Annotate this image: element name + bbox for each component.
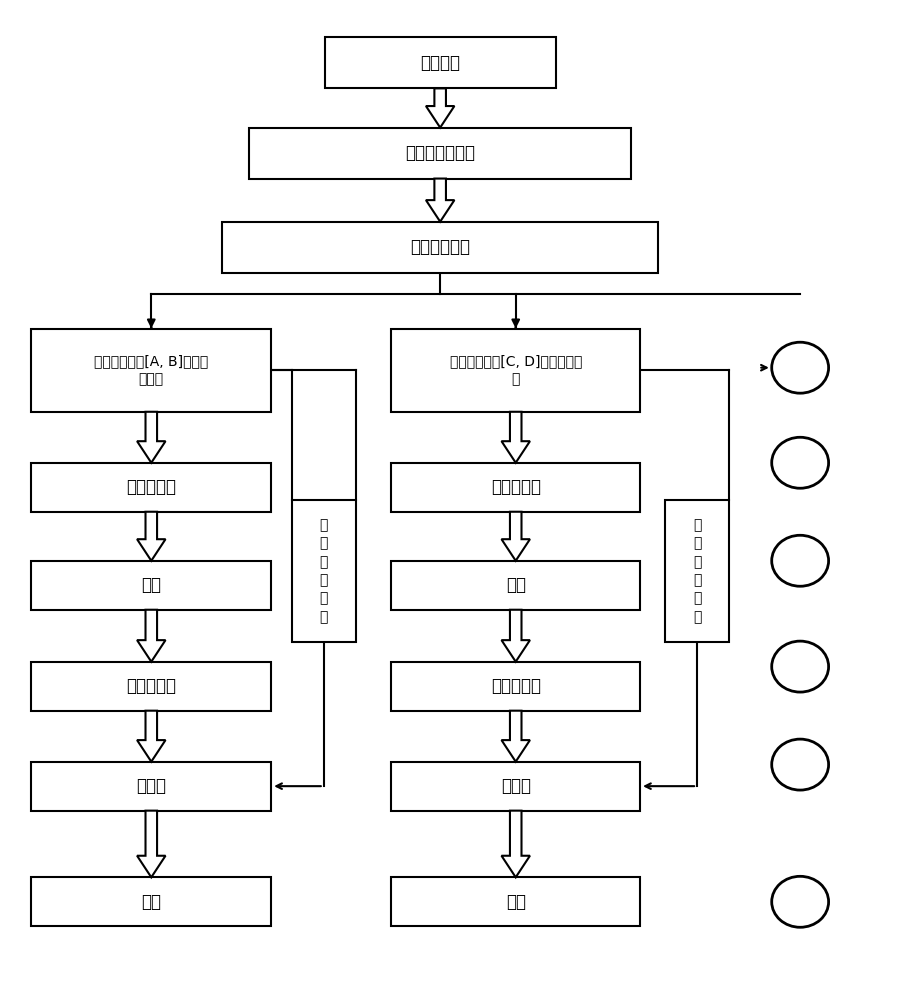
Bar (31, 561, 271, 610)
Bar (391, 877, 640, 926)
Bar (391, 662, 640, 711)
Ellipse shape (772, 739, 829, 790)
Text: 数据采集: 数据采集 (420, 54, 460, 72)
Ellipse shape (772, 535, 829, 586)
Text: 数
据
代
入
检
测: 数 据 代 入 检 测 (319, 518, 328, 624)
Text: 属于功率区间[A, B]内风力
发电机: 属于功率区间[A, B]内风力 发电机 (94, 354, 209, 386)
Bar (391, 762, 640, 811)
Text: 优良个体群: 优良个体群 (491, 677, 541, 695)
Polygon shape (137, 711, 165, 762)
Text: 数
据
代
入
检
测: 数 据 代 入 检 测 (693, 518, 701, 624)
Text: 优良个体群: 优良个体群 (126, 677, 176, 695)
Bar (31, 463, 271, 512)
Ellipse shape (772, 342, 829, 393)
Polygon shape (137, 412, 165, 463)
Bar (31, 662, 271, 711)
Polygon shape (502, 412, 530, 463)
Bar (391, 561, 640, 610)
Ellipse shape (772, 641, 829, 692)
Bar (292, 500, 356, 642)
Bar (325, 37, 556, 88)
Text: 预警: 预警 (141, 893, 161, 911)
Polygon shape (502, 711, 530, 762)
Ellipse shape (772, 437, 829, 488)
Text: 警戒线: 警戒线 (501, 777, 531, 795)
Bar (391, 463, 640, 512)
Bar (31, 762, 271, 811)
Polygon shape (426, 88, 454, 128)
Bar (31, 877, 271, 926)
Polygon shape (426, 179, 454, 222)
Text: 选择: 选择 (141, 576, 161, 594)
Bar (222, 222, 658, 273)
Text: 按照功率聚类: 按照功率聚类 (410, 238, 470, 256)
Bar (31, 329, 271, 412)
Text: 警戒线: 警戒线 (136, 777, 166, 795)
Bar (391, 329, 640, 412)
Ellipse shape (772, 876, 829, 927)
Polygon shape (502, 610, 530, 662)
Text: 属于功率区间[C, D]内风力发电
机: 属于功率区间[C, D]内风力发电 机 (450, 354, 582, 386)
Text: 选择: 选择 (506, 576, 526, 594)
Text: 计算适应度: 计算适应度 (126, 478, 176, 496)
Bar (249, 128, 631, 179)
Polygon shape (137, 610, 165, 662)
Text: 计算适应度: 计算适应度 (491, 478, 541, 496)
Polygon shape (502, 512, 530, 561)
Polygon shape (502, 811, 530, 877)
Bar (665, 500, 729, 642)
Text: 数据筛选及计算: 数据筛选及计算 (405, 144, 475, 162)
Polygon shape (137, 512, 165, 561)
Text: 预警: 预警 (506, 893, 526, 911)
Polygon shape (137, 811, 165, 877)
